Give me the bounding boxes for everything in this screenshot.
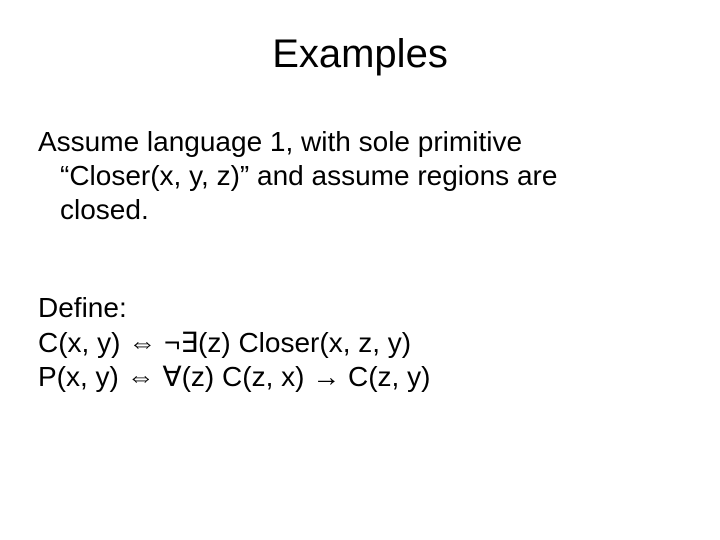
text-line: closed. <box>38 193 684 227</box>
text-line: Define: <box>38 291 684 325</box>
text-line: P(x, y) ⇔ ∀(z) C(z, x) → C(z, y) <box>38 360 684 394</box>
slide-title: Examples <box>36 32 684 77</box>
text-line: Assume language 1, with sole primitive <box>38 125 684 159</box>
text-line: C(x, y) ⇔ ¬∃(z) Closer(x, z, y) <box>38 326 684 360</box>
slide-container: Examples Assume language 1, with sole pr… <box>0 0 720 540</box>
paragraph-assumption: Assume language 1, with sole primitive “… <box>36 125 684 227</box>
paragraph-definitions: Define: C(x, y) ⇔ ¬∃(z) Closer(x, z, y) … <box>36 291 684 393</box>
text-line: “Closer(x, y, z)” and assume regions are <box>38 159 684 193</box>
